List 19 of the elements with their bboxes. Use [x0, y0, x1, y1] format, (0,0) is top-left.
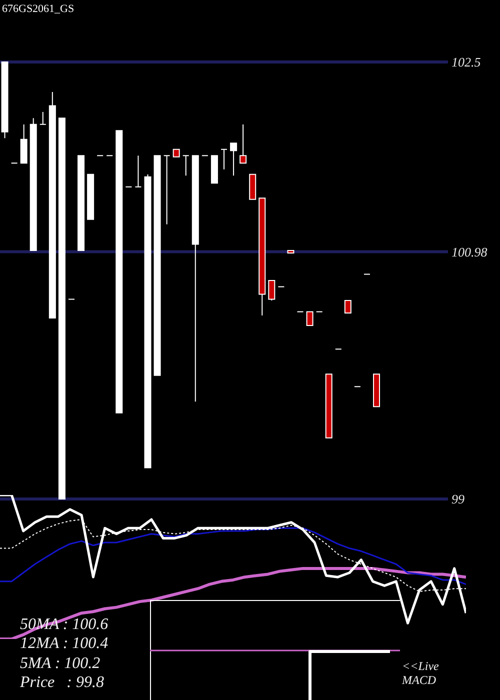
y-tick-label: 102.5	[452, 54, 482, 70]
candlestick	[134, 155, 142, 188]
text: 5MA : 100.2	[20, 654, 100, 673]
candlestick	[344, 300, 352, 314]
candlestick	[240, 124, 247, 164]
candlestick	[39, 111, 46, 125]
candlestick	[163, 155, 170, 225]
candlestick	[220, 148, 228, 170]
candlestick	[182, 155, 190, 176]
candlestick	[268, 280, 276, 301]
y-tick-label: 99	[452, 492, 465, 506]
candlestick	[306, 311, 314, 326]
text: <<Live MACD	[402, 659, 440, 687]
candlestick	[20, 124, 28, 164]
annotation: 12MA : 100.4	[20, 634, 108, 654]
chart-title: 676GS2061_GS	[2, 3, 74, 15]
candlestick	[230, 142, 238, 176]
y-tick-label: 100.98	[452, 244, 488, 260]
text: Price : 99.8	[20, 672, 104, 692]
